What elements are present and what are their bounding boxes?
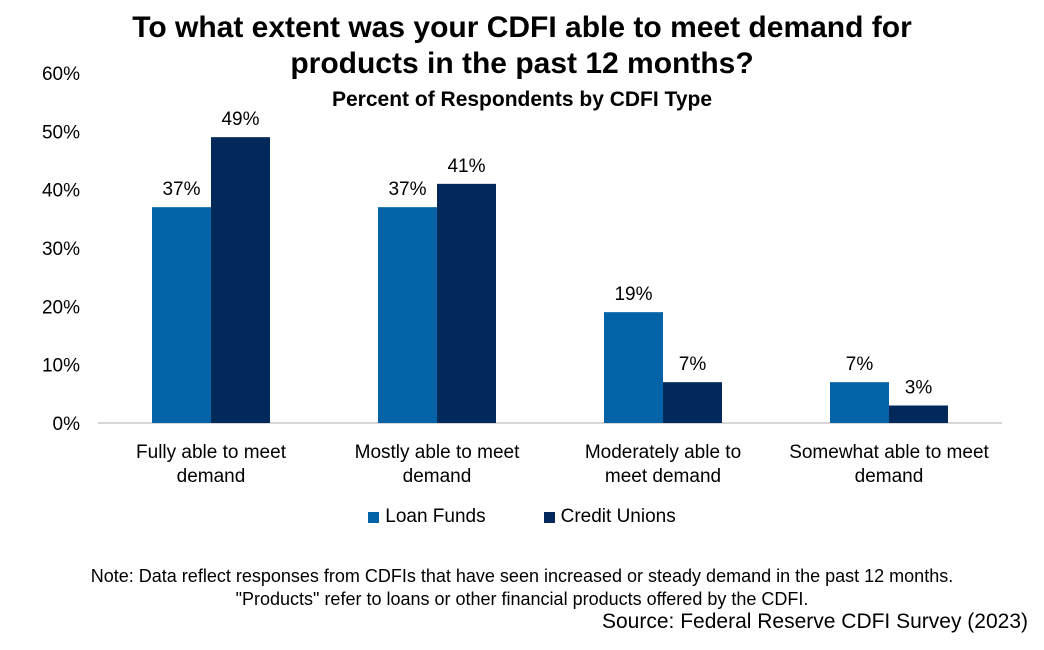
data-label: 7%	[679, 354, 707, 375]
bar-credit-unions	[889, 405, 948, 423]
x-category-label: Moderately able to	[585, 442, 741, 463]
chart-title-line-2: products in the past 12 months?	[290, 47, 754, 80]
data-label: 7%	[846, 354, 874, 375]
legend-item-loan-funds: Loan Funds	[368, 506, 486, 528]
footnote-line-1: Note: Data reflect responses from CDFIs …	[90, 566, 954, 586]
x-category-label: meet demand	[605, 466, 721, 487]
bar-chart: 0% 10% 20% 30% 40% 50% 60% 37% 49% Fully able to …	[42, 64, 1002, 487]
legend-swatch-credit-unions	[543, 511, 555, 523]
data-label: 37%	[162, 179, 200, 200]
source-note: Source: Federal Reserve CDFI Survey (202…	[602, 610, 1028, 633]
x-category-label: demand	[855, 466, 924, 487]
footnote: Note: Data reflect responses from CDFIs …	[0, 565, 1044, 611]
y-tick-label: 10%	[42, 356, 80, 377]
y-tick-label: 60%	[42, 64, 80, 85]
bar-credit-unions	[437, 183, 496, 423]
x-category-label: demand	[403, 466, 472, 487]
y-tick-label: 50%	[42, 122, 80, 143]
legend-label-credit-unions: Credit Unions	[560, 506, 676, 527]
x-category-label: Mostly able to meet	[355, 442, 520, 463]
legend: Loan Funds Credit Unions	[0, 506, 1044, 528]
data-label: 49%	[221, 109, 259, 130]
legend-label-loan-funds: Loan Funds	[385, 506, 486, 527]
data-label: 3%	[905, 378, 933, 399]
legend-item-credit-unions: Credit Unions	[543, 506, 676, 528]
data-label: 37%	[388, 179, 426, 200]
bar-loan-funds	[604, 312, 663, 423]
y-tick-label: 30%	[42, 239, 80, 260]
x-category-label: demand	[177, 466, 246, 487]
data-label: 41%	[447, 156, 485, 177]
bar-loan-funds	[378, 207, 437, 423]
data-label: 19%	[614, 284, 652, 305]
footnote-line-2: "Products" refer to loans or other finan…	[235, 589, 809, 609]
y-tick-label: 20%	[42, 297, 80, 318]
chart-subtitle: Percent of Respondents by CDFI Type	[332, 88, 712, 111]
legend-swatch-loan-funds	[368, 511, 380, 523]
bar-credit-unions	[211, 137, 270, 423]
bar-loan-funds	[152, 207, 211, 423]
bar-loan-funds	[830, 382, 889, 423]
x-category-label: Somewhat able to meet	[789, 442, 989, 463]
y-tick-label: 0%	[53, 414, 81, 435]
y-tick-label: 40%	[42, 181, 80, 202]
x-category-label: Fully able to meet	[136, 442, 287, 463]
chart-title-line-1: To what extent was your CDFI able to mee…	[132, 11, 912, 44]
bar-credit-unions	[663, 382, 722, 423]
